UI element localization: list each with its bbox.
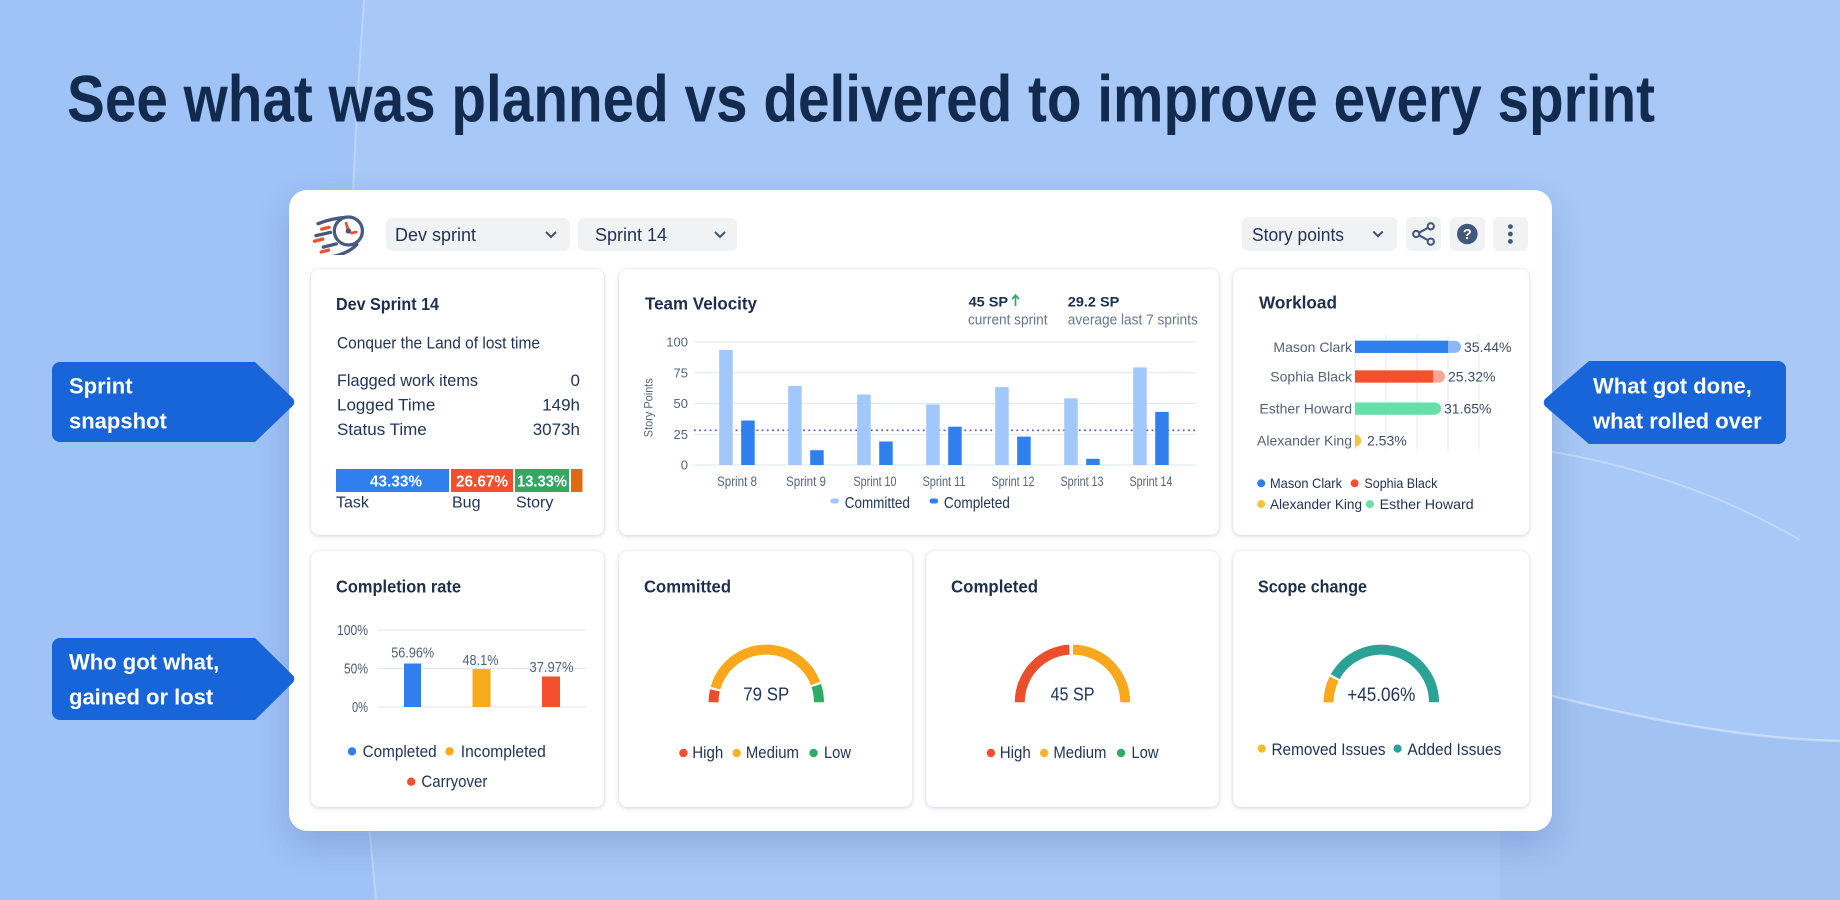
svg-text:High: High: [1000, 744, 1031, 762]
svg-text:Completion rate: Completion rate: [336, 577, 461, 597]
svg-text:31.65%: 31.65%: [1444, 401, 1491, 417]
svg-text:+45.06%: +45.06%: [1347, 685, 1415, 706]
svg-text:149h: 149h: [542, 396, 580, 415]
svg-text:Low: Low: [1132, 744, 1159, 762]
svg-text:100%: 100%: [337, 622, 368, 639]
svg-text:Dev sprint: Dev sprint: [395, 225, 476, 245]
svg-text:Sprint 10: Sprint 10: [854, 474, 897, 489]
svg-text:Medium: Medium: [1053, 744, 1106, 762]
svg-text:50: 50: [674, 396, 688, 411]
svg-text:0: 0: [571, 371, 580, 390]
svg-text:Scope change: Scope change: [1258, 577, 1367, 597]
svg-text:37.97%: 37.97%: [530, 659, 574, 676]
svg-text:gained or lost: gained or lost: [69, 685, 214, 710]
svg-text:Story: Story: [516, 495, 553, 512]
svg-text:Esther Howard: Esther Howard: [1259, 401, 1352, 417]
svg-text:Flagged work items: Flagged work items: [337, 371, 478, 390]
svg-text:Completed: Completed: [363, 742, 437, 761]
svg-text:Alexander King: Alexander King: [1257, 433, 1352, 449]
svg-text:what rolled over: what rolled over: [1592, 409, 1762, 434]
svg-text:Committed: Committed: [644, 577, 731, 597]
svg-text:Mason Clark: Mason Clark: [1273, 339, 1353, 355]
svg-text:Low: Low: [824, 744, 851, 762]
svg-text:50%: 50%: [344, 661, 368, 678]
svg-text:average last 7 sprints: average last 7 sprints: [1068, 312, 1198, 328]
svg-text:Sprint: Sprint: [69, 374, 133, 399]
svg-text:Logged Time: Logged Time: [337, 396, 435, 415]
svg-text:Sprint 14: Sprint 14: [595, 225, 667, 245]
svg-text:26.67%: 26.67%: [456, 474, 508, 491]
svg-text:Added Issues: Added Issues: [1407, 740, 1501, 759]
svg-text:Completed: Completed: [944, 495, 1010, 512]
svg-text:Alexander King: Alexander King: [1270, 496, 1362, 512]
svg-text:75: 75: [674, 365, 688, 380]
svg-text:?: ?: [1463, 227, 1472, 243]
svg-text:25.32%: 25.32%: [1448, 369, 1495, 385]
svg-text:Mason Clark: Mason Clark: [1270, 475, 1343, 491]
svg-text:0: 0: [681, 458, 688, 473]
svg-text:56.96%: 56.96%: [391, 645, 434, 662]
svg-text:Conquer the Land of lost time: Conquer the Land of lost time: [337, 334, 540, 353]
svg-text:High: High: [692, 744, 723, 762]
svg-text:13.33%: 13.33%: [517, 474, 567, 491]
svg-text:100: 100: [666, 334, 688, 349]
svg-text:Carryover: Carryover: [421, 772, 487, 791]
svg-text:29.2 SP: 29.2 SP: [1068, 294, 1120, 310]
svg-text:45 SP: 45 SP: [969, 294, 1009, 310]
svg-text:Esther Howard: Esther Howard: [1380, 496, 1474, 512]
svg-text:See what was planned vs delive: See what was planned vs delivered to imp…: [67, 62, 1655, 136]
svg-text:Sprint 14: Sprint 14: [1130, 474, 1173, 489]
svg-text:Sophia Black: Sophia Black: [1364, 475, 1438, 491]
svg-text:Sprint 13: Sprint 13: [1061, 474, 1104, 489]
svg-text:current sprint: current sprint: [968, 312, 1048, 328]
svg-text:snapshot: snapshot: [69, 409, 167, 434]
svg-text:79 SP: 79 SP: [743, 685, 789, 705]
svg-text:Incompleted: Incompleted: [461, 742, 546, 761]
svg-text:25: 25: [674, 427, 688, 442]
svg-text:0%: 0%: [352, 699, 368, 716]
svg-text:43.33%: 43.33%: [370, 474, 422, 491]
svg-text:Dev Sprint 14: Dev Sprint 14: [336, 294, 439, 314]
svg-text:2.53%: 2.53%: [1367, 433, 1407, 449]
svg-text:Status Time: Status Time: [337, 420, 427, 439]
svg-text:35.44%: 35.44%: [1464, 339, 1511, 355]
svg-text:Sprint 12: Sprint 12: [992, 474, 1035, 489]
svg-text:3073h: 3073h: [533, 420, 580, 439]
svg-text:Bug: Bug: [452, 495, 480, 512]
svg-text:45 SP: 45 SP: [1051, 685, 1095, 705]
svg-text:Sprint 9: Sprint 9: [786, 474, 826, 489]
svg-text:Removed Issues: Removed Issues: [1272, 740, 1386, 759]
svg-text:Team Velocity: Team Velocity: [645, 294, 757, 314]
svg-text:Committed: Committed: [845, 495, 910, 512]
svg-text:Story points: Story points: [1252, 225, 1344, 245]
svg-text:What got done,: What got done,: [1593, 374, 1752, 399]
svg-text:Sprint 11: Sprint 11: [923, 474, 966, 489]
svg-text:48.1%: 48.1%: [463, 652, 499, 669]
svg-text:Story Points: Story Points: [642, 378, 656, 437]
svg-text:Who got what,: Who got what,: [69, 650, 219, 675]
svg-text:Completed: Completed: [951, 577, 1038, 597]
svg-text:Task: Task: [336, 495, 370, 512]
svg-text:Workload: Workload: [1259, 293, 1337, 313]
svg-text:Sprint 8: Sprint 8: [717, 474, 757, 489]
svg-text:Sophia Black: Sophia Black: [1270, 369, 1353, 385]
svg-text:Medium: Medium: [746, 744, 799, 762]
